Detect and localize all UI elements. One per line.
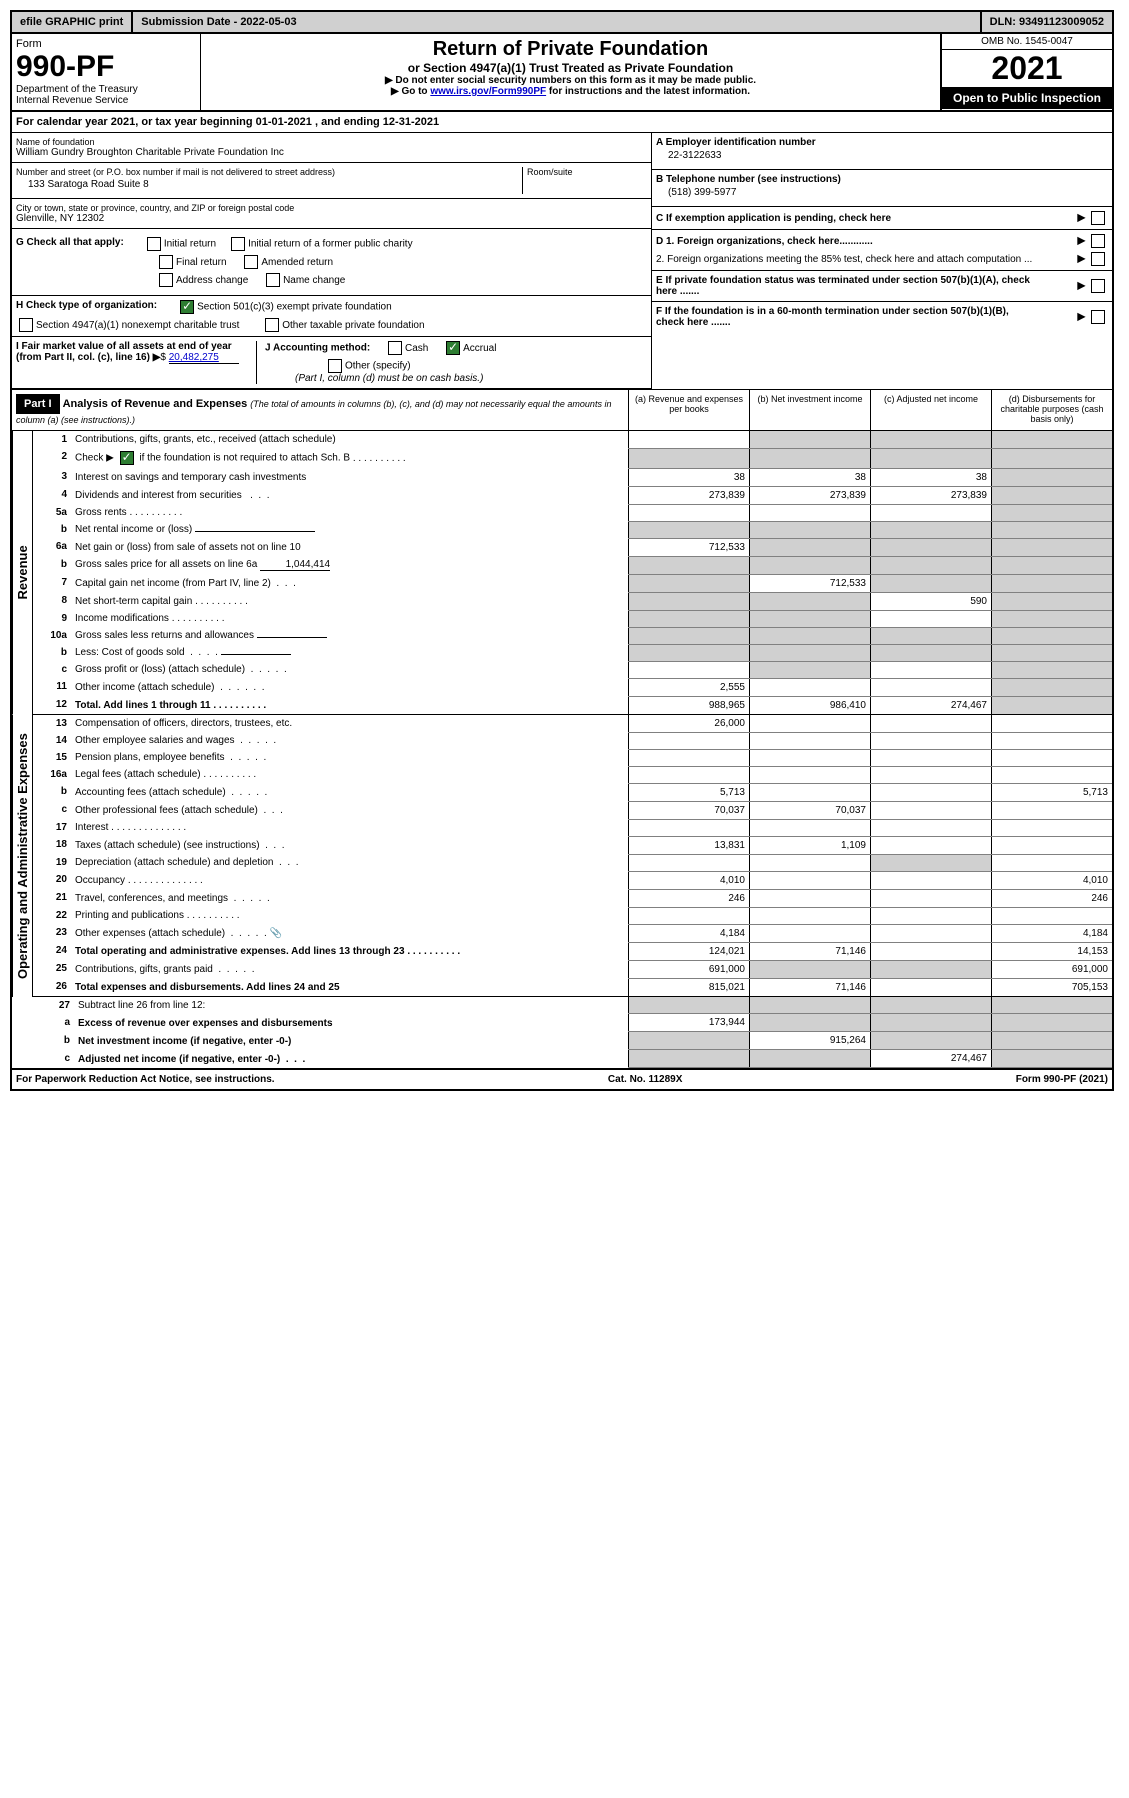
fmv-value[interactable]: 20,482,275 bbox=[169, 352, 239, 364]
addr-label: Number and street (or P.O. box number if… bbox=[16, 167, 522, 177]
omb-number: OMB No. 1545-0047 bbox=[942, 34, 1112, 50]
info-section: Name of foundation William Gundry Brough… bbox=[12, 133, 1112, 389]
dln-label: DLN: 93491123009052 bbox=[982, 12, 1112, 32]
form-footer: For Paperwork Reduction Act Notice, see … bbox=[12, 1068, 1112, 1089]
summary-table: 27Subtract line 26 from line 12: aExcess… bbox=[12, 997, 1112, 1069]
4947-checkbox[interactable] bbox=[19, 318, 33, 332]
address-change-checkbox[interactable] bbox=[159, 273, 173, 287]
revenue-side-label: Revenue bbox=[12, 431, 32, 715]
address: 133 Saratoga Road Suite 8 bbox=[16, 177, 522, 194]
city-value: Glenville, NY 12302 bbox=[16, 213, 647, 224]
dept-treasury: Department of the Treasury bbox=[16, 84, 196, 95]
col-c-header: (c) Adjusted net income bbox=[870, 390, 991, 430]
j-label: J Accounting method: bbox=[265, 343, 370, 354]
open-public: Open to Public Inspection bbox=[942, 87, 1112, 109]
d1-checkbox[interactable] bbox=[1091, 234, 1105, 248]
h-label: H Check type of organization: bbox=[16, 300, 157, 314]
initial-public-checkbox[interactable] bbox=[231, 237, 245, 251]
form-number: 990-PF bbox=[16, 50, 196, 84]
a-label: A Employer identification number bbox=[656, 137, 1108, 148]
f-label: F If the foundation is in a 60-month ter… bbox=[656, 306, 1036, 328]
phone-value: (518) 399-5977 bbox=[656, 185, 1108, 202]
j-note: (Part I, column (d) must be on cash basi… bbox=[295, 373, 647, 384]
city-label: City or town, state or province, country… bbox=[16, 203, 647, 213]
calendar-year: For calendar year 2021, or tax year begi… bbox=[12, 112, 1112, 133]
room-label: Room/suite bbox=[527, 167, 573, 177]
col-a-header: (a) Revenue and expenses per books bbox=[628, 390, 749, 430]
form-header: Form 990-PF Department of the Treasury I… bbox=[12, 34, 1112, 112]
instr-ssn: ▶ Do not enter social security numbers o… bbox=[205, 75, 936, 86]
top-bar: efile GRAPHIC print Submission Date - 20… bbox=[12, 12, 1112, 34]
expenses-side-label: Operating and Administrative Expenses bbox=[12, 715, 32, 997]
form-ref: Form 990-PF (2021) bbox=[1016, 1074, 1108, 1085]
irs-label: Internal Revenue Service bbox=[16, 95, 196, 106]
instr-link-row: ▶ Go to www.irs.gov/Form990PF for instru… bbox=[205, 86, 936, 97]
d1-label: D 1. Foreign organizations, check here..… bbox=[656, 236, 873, 247]
efile-label: efile GRAPHIC print bbox=[12, 12, 133, 32]
other-method-checkbox[interactable] bbox=[328, 359, 342, 373]
e-label: E If private foundation status was termi… bbox=[656, 275, 1036, 297]
form-subtitle: or Section 4947(a)(1) Trust Treated as P… bbox=[205, 61, 936, 75]
cash-checkbox[interactable] bbox=[388, 341, 402, 355]
e-checkbox[interactable] bbox=[1091, 279, 1105, 293]
part1-header: Part I Analysis of Revenue and Expenses … bbox=[12, 389, 1112, 431]
amended-checkbox[interactable] bbox=[244, 255, 258, 269]
tax-year: 2021 bbox=[942, 50, 1112, 87]
irs-link[interactable]: www.irs.gov/Form990PF bbox=[430, 86, 546, 97]
d2-label: 2. Foreign organizations meeting the 85%… bbox=[656, 254, 1032, 265]
form-990pf: efile GRAPHIC print Submission Date - 20… bbox=[10, 10, 1114, 1091]
b-label: B Telephone number (see instructions) bbox=[656, 174, 1108, 185]
expenses-table: 13Compensation of officers, directors, t… bbox=[33, 715, 1112, 997]
revenue-table: 1Contributions, gifts, grants, etc., rec… bbox=[33, 431, 1112, 715]
f-checkbox[interactable] bbox=[1091, 310, 1105, 324]
form-title: Return of Private Foundation bbox=[205, 38, 936, 61]
cat-number: Cat. No. 11289X bbox=[608, 1074, 682, 1085]
submission-date: Submission Date - 2022-05-03 bbox=[133, 12, 981, 32]
foundation-name: William Gundry Broughton Charitable Priv… bbox=[16, 147, 647, 158]
final-return-checkbox[interactable] bbox=[159, 255, 173, 269]
c-label: C If exemption application is pending, c… bbox=[656, 213, 891, 224]
part1-title: Analysis of Revenue and Expenses bbox=[63, 398, 248, 410]
col-d-header: (d) Disbursements for charitable purpose… bbox=[991, 390, 1112, 430]
form-label: Form bbox=[16, 38, 196, 50]
col-b-header: (b) Net investment income bbox=[749, 390, 870, 430]
part1-label: Part I bbox=[16, 394, 60, 414]
ein-value: 22-3122633 bbox=[656, 148, 1108, 165]
name-change-checkbox[interactable] bbox=[266, 273, 280, 287]
d2-checkbox[interactable] bbox=[1091, 252, 1105, 266]
501c3-checkbox[interactable] bbox=[180, 300, 194, 314]
schb-checkbox[interactable] bbox=[120, 451, 134, 465]
paperwork-notice: For Paperwork Reduction Act Notice, see … bbox=[16, 1074, 275, 1085]
c-checkbox[interactable] bbox=[1091, 211, 1105, 225]
accrual-checkbox[interactable] bbox=[446, 341, 460, 355]
other-taxable-checkbox[interactable] bbox=[265, 318, 279, 332]
name-label: Name of foundation bbox=[16, 137, 647, 147]
initial-return-checkbox[interactable] bbox=[147, 237, 161, 251]
g-label: G Check all that apply: bbox=[16, 237, 124, 251]
